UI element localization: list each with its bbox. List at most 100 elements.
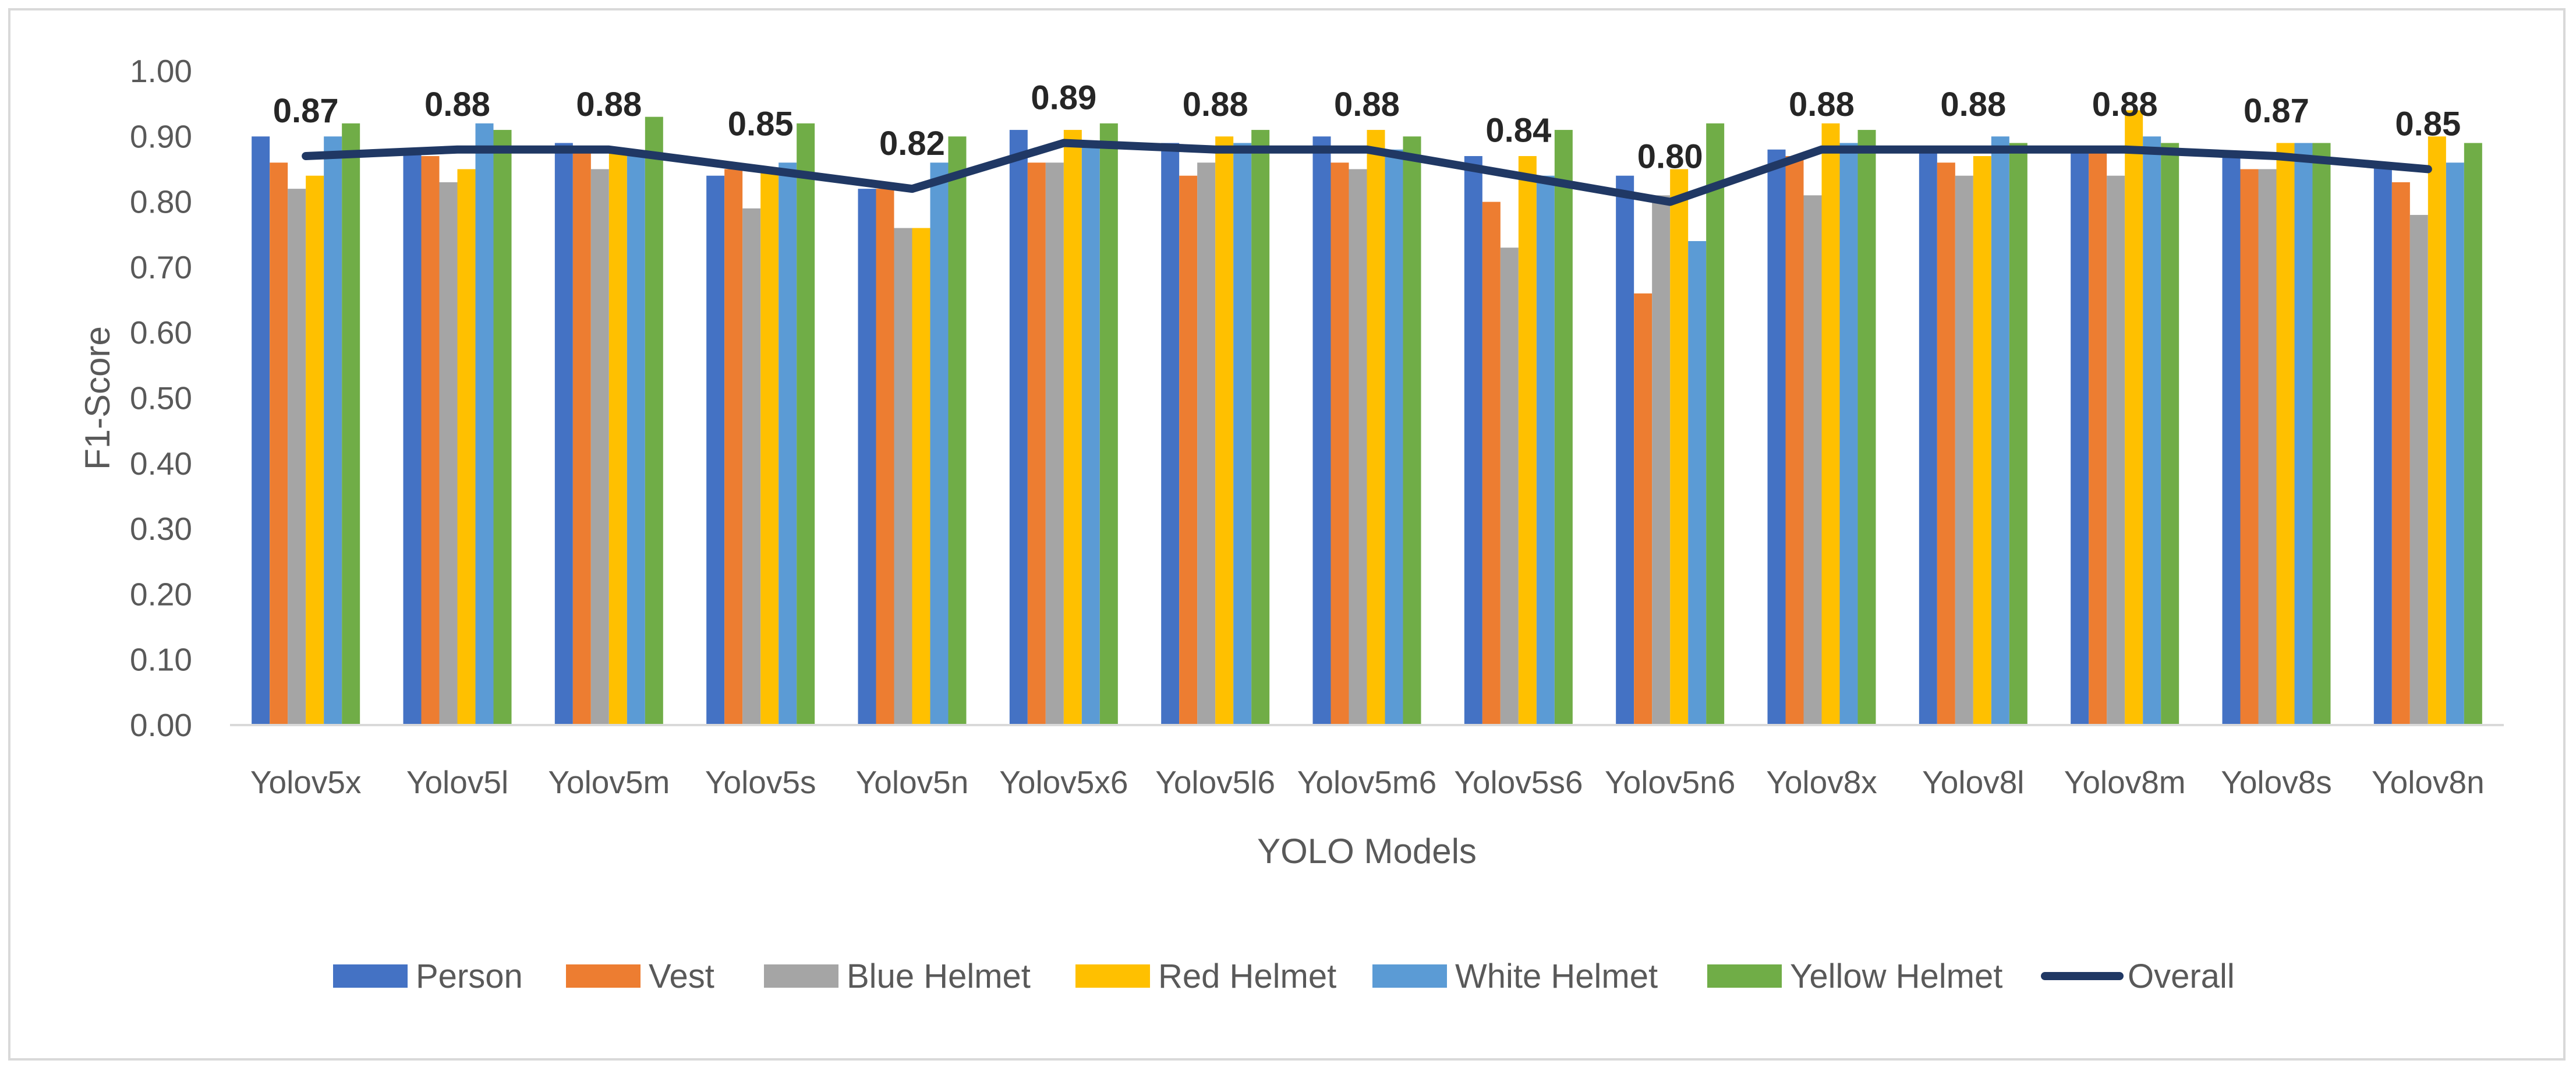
bar-yellow-helmet-yolov5m — [645, 116, 663, 726]
y-tick-label: 0.20 — [130, 576, 192, 612]
bar-person-yolov8l — [1919, 149, 1937, 725]
y-axis: 0.00 0.10 0.20 0.30 0.40 0.50 0.60 0.70 0.80 0.90… — [130, 53, 192, 743]
legend-swatch-white-helmet — [1372, 964, 1447, 988]
x-tick-label: Yolov5l — [406, 764, 508, 800]
bar-white-helmet-yolov5m — [627, 155, 645, 725]
bar-red-helmet-yolov5n — [912, 228, 930, 725]
bar-yellow-helmet-yolov5l6 — [1251, 130, 1270, 725]
bar-person-yolov8x — [1767, 149, 1786, 725]
bar-vest-yolov5x — [270, 162, 288, 726]
overall-data-label: 0.88 — [424, 86, 490, 123]
x-tick-label: Yolov5x6 — [999, 764, 1128, 800]
bar-blue-helmet-yolov5m6 — [1349, 169, 1367, 725]
overall-data-label: 0.88 — [1334, 86, 1400, 123]
bar-blue-helmet-yolov8m — [2107, 175, 2125, 725]
bar-vest-yolov5m — [572, 149, 591, 725]
bar-yellow-helmet-yolov5l — [493, 130, 512, 725]
legend-label-blue-helmet: Blue Helmet — [847, 957, 1031, 995]
bar-red-helmet-yolov8s — [2276, 143, 2295, 725]
bar-blue-helmet-yolov5n — [894, 228, 912, 725]
overall-line — [302, 139, 2432, 206]
y-tick-label: 0.70 — [130, 249, 192, 285]
x-tick-label: Yolov5s — [705, 764, 816, 800]
bar-red-helmet-yolov8n — [2428, 136, 2446, 726]
legend-swatch-blue-helmet — [764, 964, 838, 988]
bar-blue-helmet-yolov8x — [1803, 195, 1822, 725]
y-tick-label: 0.30 — [130, 511, 192, 547]
overall-data-label: 0.88 — [2092, 86, 2158, 123]
y-tick-label: 0.90 — [130, 118, 192, 154]
y-tick-label: 0.40 — [130, 446, 192, 482]
bar-yellow-helmet-yolov5s — [797, 123, 815, 726]
x-axis-title: YOLO Models — [1257, 832, 1477, 871]
bar-red-helmet-yolov5m — [608, 149, 627, 725]
bar-white-helmet-yolov5s6 — [1536, 175, 1555, 725]
bar-vest-yolov5l6 — [1179, 175, 1198, 725]
bar-person-yolov5l6 — [1161, 143, 1180, 725]
x-tick-label: Yolov5n6 — [1605, 764, 1735, 800]
bar-person-yolov5s6 — [1464, 155, 1482, 725]
bar-white-helmet-yolov5m6 — [1385, 149, 1403, 725]
bar-series-group — [252, 110, 2482, 726]
bar-white-helmet-yolov5l — [475, 123, 494, 726]
x-tick-label: Yolov5n — [856, 764, 969, 800]
bar-person-yolov8n — [2373, 162, 2392, 726]
bar-red-helmet-yolov5l6 — [1215, 136, 1234, 726]
overall-data-label: 0.80 — [1637, 138, 1703, 176]
bar-person-yolov5n — [858, 189, 876, 725]
bar-person-yolov5n6 — [1616, 175, 1634, 725]
bar-white-helmet-yolov5n6 — [1688, 241, 1707, 726]
bar-red-helmet-yolov5s — [760, 169, 779, 725]
bar-blue-helmet-yolov5x — [288, 189, 306, 725]
bar-red-helmet-yolov8m — [2125, 110, 2143, 725]
legend-swatch-red-helmet — [1075, 964, 1150, 988]
bar-person-yolov5x6 — [1009, 130, 1028, 725]
bar-yellow-helmet-yolov5m6 — [1403, 136, 1421, 726]
bar-person-yolov5x — [252, 136, 270, 726]
bar-red-helmet-yolov8x — [1821, 123, 1840, 726]
overall-data-label: 0.88 — [1789, 86, 1855, 123]
bar-yellow-helmet-yolov8x — [1857, 130, 1876, 725]
bar-vest-yolov5s6 — [1482, 202, 1501, 726]
bar-yellow-helmet-yolov5n6 — [1706, 123, 1725, 726]
bar-white-helmet-yolov5s — [779, 162, 797, 726]
x-tick-label: Yolov5s6 — [1454, 764, 1583, 800]
bar-vest-yolov8s — [2240, 169, 2259, 725]
bar-red-helmet-yolov5m6 — [1367, 130, 1385, 725]
overall-data-label: 0.85 — [2395, 105, 2461, 143]
bar-white-helmet-yolov8m — [2143, 136, 2161, 726]
x-tick-label: Yolov8n — [2372, 764, 2485, 800]
bar-white-helmet-yolov8x — [1839, 143, 1858, 725]
bar-white-helmet-yolov5x — [324, 136, 342, 726]
bar-red-helmet-yolov5x — [306, 175, 324, 725]
legend-label-vest: Vest — [649, 957, 714, 995]
bar-yellow-helmet-yolov5n — [948, 136, 967, 726]
bar-yellow-helmet-yolov8m — [2161, 143, 2179, 725]
bar-person-yolov5l — [403, 149, 422, 725]
bar-vest-yolov5n6 — [1634, 293, 1653, 725]
y-tick-label: 0.00 — [130, 707, 192, 743]
x-tick-label: Yolov5m — [548, 764, 670, 800]
bar-blue-helmet-yolov5s6 — [1500, 248, 1519, 726]
y-tick-label: 1.00 — [130, 53, 192, 89]
bar-vest-yolov5x6 — [1027, 162, 1046, 726]
bar-person-yolov5m6 — [1312, 136, 1331, 726]
bar-yellow-helmet-yolov5x6 — [1099, 123, 1118, 726]
bar-white-helmet-yolov8n — [2446, 162, 2464, 726]
bar-blue-helmet-yolov8n — [2409, 215, 2428, 725]
bar-vest-yolov5m6 — [1331, 162, 1349, 726]
bar-vest-yolov8m — [2089, 149, 2107, 725]
bar-blue-helmet-yolov5m — [590, 169, 609, 725]
y-tick-label: 0.60 — [130, 314, 192, 351]
overall-data-label: 0.85 — [728, 105, 794, 143]
x-tick-label: Yolov8x — [1766, 764, 1877, 800]
bar-red-helmet-yolov5n6 — [1670, 169, 1689, 725]
y-tick-label: 0.10 — [130, 642, 192, 678]
legend-swatch-person — [333, 964, 408, 988]
legend-label-person: Person — [416, 957, 523, 995]
bar-blue-helmet-yolov5s — [742, 208, 761, 726]
bar-yellow-helmet-yolov8n — [2464, 143, 2482, 725]
x-tick-label: Yolov5m6 — [1297, 764, 1437, 800]
bar-red-helmet-yolov8l — [1973, 155, 1991, 725]
bar-yellow-helmet-yolov8l — [2009, 143, 2027, 725]
